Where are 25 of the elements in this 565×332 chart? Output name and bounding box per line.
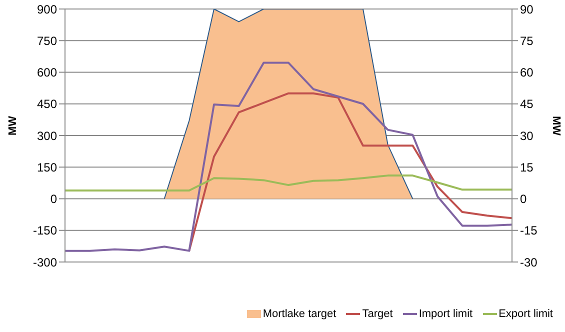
y2-tick-label: -30 xyxy=(520,255,538,270)
y2-tick-label: 90 xyxy=(520,2,534,16)
y-tick-label: 300 xyxy=(36,128,58,143)
legend-label: Export limit xyxy=(498,308,553,320)
y2-tick-label: 30 xyxy=(520,128,534,143)
y-tick-label: 900 xyxy=(36,2,58,16)
y2-tick-label: 45 xyxy=(520,97,534,112)
y-axis-title: MW xyxy=(6,115,19,136)
y-tick-label: 0 xyxy=(50,192,58,206)
y-tick-label: 450 xyxy=(36,97,58,112)
y-tick-label: 150 xyxy=(36,160,58,174)
y-tick-label: -150 xyxy=(32,224,58,238)
y2-tick-label: 0 xyxy=(520,192,527,206)
y2-tick-label: 75 xyxy=(520,34,534,48)
y-tick-label: 750 xyxy=(36,34,58,48)
y2-tick-label: -15 xyxy=(520,224,538,238)
y2-tick-label: 60 xyxy=(520,66,534,80)
legend-label: Mortlake target xyxy=(262,308,336,320)
line-series xyxy=(65,174,512,192)
y2-axis-title: MW xyxy=(550,116,562,136)
legend-label: Import limit xyxy=(418,308,473,320)
y-tick-label: 600 xyxy=(36,66,58,80)
y-tick-label: -300 xyxy=(32,255,58,270)
legend-label: Target xyxy=(362,308,393,320)
y2-tick-label: 15 xyxy=(520,160,534,174)
